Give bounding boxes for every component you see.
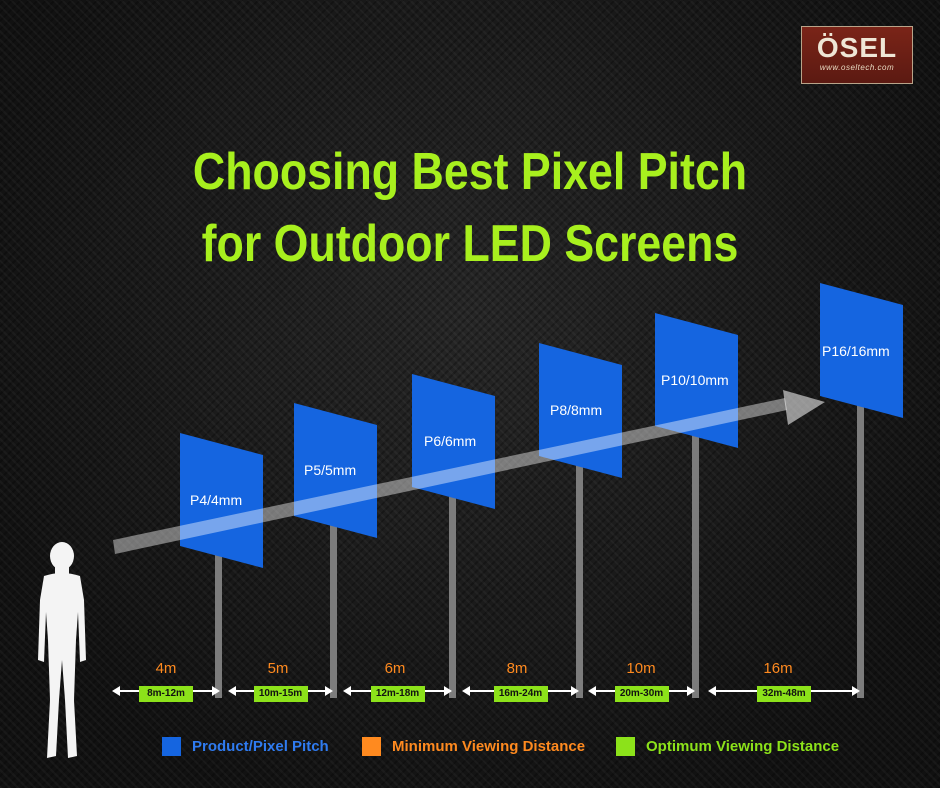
osel-logo: ÖSEL www.oseltech.com: [801, 26, 913, 84]
optimum-range-badge: 32m-48m: [757, 686, 811, 702]
title-line-2: for Outdoor LED Screens: [201, 215, 739, 273]
screen-pole: [576, 446, 583, 698]
legend-swatch-blue: [162, 737, 181, 756]
logo-name: ÖSEL: [816, 32, 898, 63]
pixel-pitch-label: P16/16mm: [822, 343, 890, 359]
led-screen-panel: [412, 374, 495, 509]
arrow-left-icon: [588, 686, 596, 696]
led-screen-panel: [180, 433, 263, 568]
minimum-distance-label: 6m: [384, 660, 406, 677]
legend-swatch-green: [616, 737, 635, 756]
screen-pole: [692, 416, 699, 698]
screen-pole: [857, 386, 864, 698]
logo-url: www.oseltech.com: [819, 63, 895, 72]
screen-pole: [449, 477, 456, 698]
arrow-right-icon: [571, 686, 579, 696]
led-screen-panel: [820, 283, 903, 418]
led-screen-panel: [294, 403, 377, 538]
legend-item-minimum: Minimum Viewing Distance: [362, 736, 602, 758]
optimum-range-badge: 16m-24m: [493, 686, 548, 702]
arrow-right-icon: [325, 686, 333, 696]
optimum-range-badge: 12m-18m: [370, 686, 425, 702]
signs-group: P4/4mm P5/5mm P6/6mm P8/8mm P10/10mm P16/16mm: [180, 283, 903, 568]
optimum-range-badge: 8m-12m: [139, 686, 193, 702]
pixel-pitch-label: P5/5mm: [304, 462, 356, 478]
arrow-right-icon: [444, 686, 452, 696]
legend-label: Minimum Viewing Distance: [392, 738, 586, 755]
arrow-left-icon: [228, 686, 236, 696]
minimum-distance-label: 10m: [626, 660, 656, 677]
dimension-lines-group: [112, 686, 860, 696]
poles-group: [215, 386, 864, 698]
arrow-left-icon: [708, 686, 716, 696]
pixel-pitch-label: P10/10mm: [661, 372, 729, 388]
minimum-distance-label: 8m: [506, 660, 528, 677]
arrow-left-icon: [462, 686, 470, 696]
legend-item-optimum: Optimum Viewing Distance: [616, 736, 856, 758]
arrow-right-icon: [687, 686, 695, 696]
legend-label: Product/Pixel Pitch: [192, 738, 329, 755]
pixel-pitch-label: P6/6mm: [424, 433, 476, 449]
trend-arrow-icon: [113, 390, 825, 554]
minimum-distance-label: 16m: [763, 660, 793, 677]
optimum-range-badge: 10m-15m: [253, 686, 308, 702]
minimum-distance-label: 5m: [267, 660, 289, 677]
arrow-left-icon: [343, 686, 351, 696]
led-screen-panel: [655, 313, 738, 448]
pixel-pitch-label: P8/8mm: [550, 402, 602, 418]
screen-pole: [330, 506, 337, 698]
title-line-1: Choosing Best Pixel Pitch: [192, 143, 748, 201]
arrow-right-icon: [852, 686, 860, 696]
legend-swatch-orange: [362, 737, 381, 756]
pixel-pitch-label: P4/4mm: [190, 492, 242, 508]
led-screen-panel: [539, 343, 622, 478]
screen-pole: [215, 536, 222, 698]
optimum-range-badge: 20m-30m: [614, 686, 669, 702]
arrow-right-icon: [212, 686, 220, 696]
legend-item-product: Product/Pixel Pitch: [162, 736, 342, 758]
legend-label: Optimum Viewing Distance: [646, 738, 840, 755]
person-silhouette-icon: [38, 542, 86, 758]
minimum-distance-label: 4m: [155, 660, 177, 677]
arrow-left-icon: [112, 686, 120, 696]
